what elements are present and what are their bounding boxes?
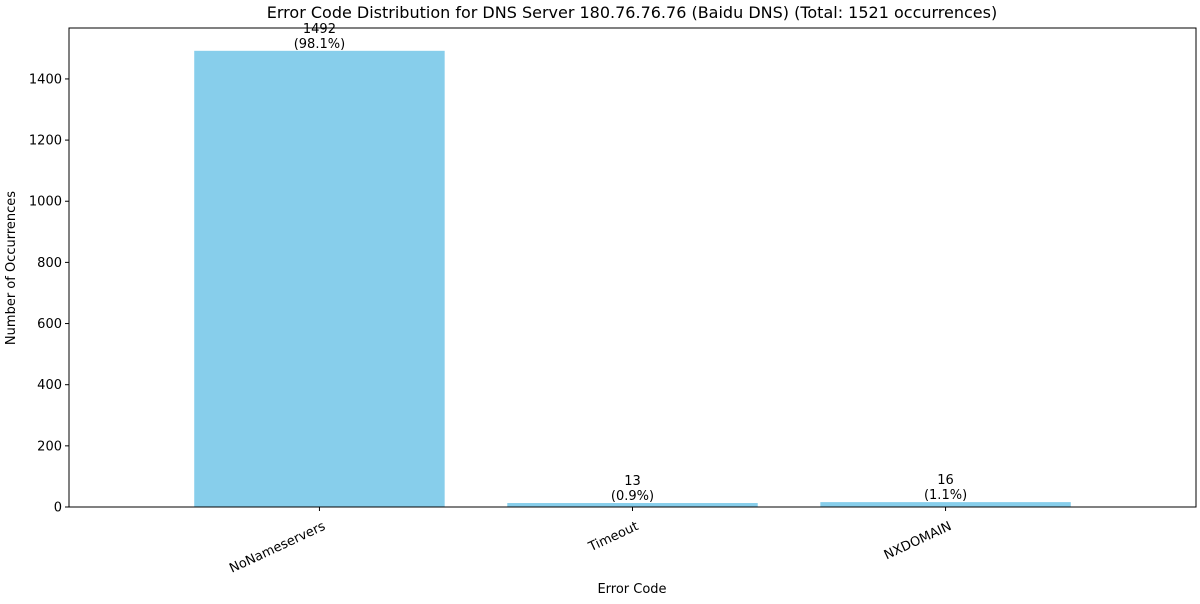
bar-percent-label: (98.1%) — [294, 37, 345, 52]
y-tick-label: 1400 — [29, 72, 62, 87]
plot-frame — [68, 27, 1197, 508]
chart-title: Error Code Distribution for DNS Server 1… — [267, 3, 997, 22]
y-tick-label: 400 — [37, 378, 62, 393]
x-tick-label: NoNameservers — [227, 519, 328, 577]
bar-percent-label: (0.9%) — [611, 489, 654, 504]
x-axis-ticks: NoNameservers Timeout NXDOMAIN — [227, 507, 954, 577]
y-tick-label: 800 — [37, 256, 62, 271]
bar-value-label: 16 — [937, 473, 954, 488]
y-tick-label: 200 — [37, 439, 62, 454]
y-tick-label: 0 — [54, 501, 62, 516]
y-axis-ticks: 0 200 400 600 800 1000 1200 1400 — [29, 72, 69, 516]
x-tick-label: Timeout — [586, 519, 641, 555]
y-tick-label: 600 — [37, 317, 62, 332]
bars-group — [194, 50, 1071, 508]
x-tick-label: NXDOMAIN — [882, 519, 954, 563]
bar-nxdomain — [820, 502, 1071, 507]
bar-value-label: 1492 — [303, 22, 336, 37]
x-axis-label: Error Code — [597, 582, 666, 597]
y-tick-label: 1000 — [29, 195, 62, 210]
bar-percent-label: (1.1%) — [924, 488, 967, 503]
y-tick-label: 1200 — [29, 134, 62, 149]
bar-value-label: 13 — [624, 474, 641, 489]
bar-nonameservers — [194, 50, 445, 508]
bar-timeout — [507, 503, 758, 507]
bar-labels-group: 1492(98.1%) 13(0.9%) 16(1.1%) — [294, 22, 967, 504]
y-axis-label: Number of Occurrences — [4, 191, 19, 345]
